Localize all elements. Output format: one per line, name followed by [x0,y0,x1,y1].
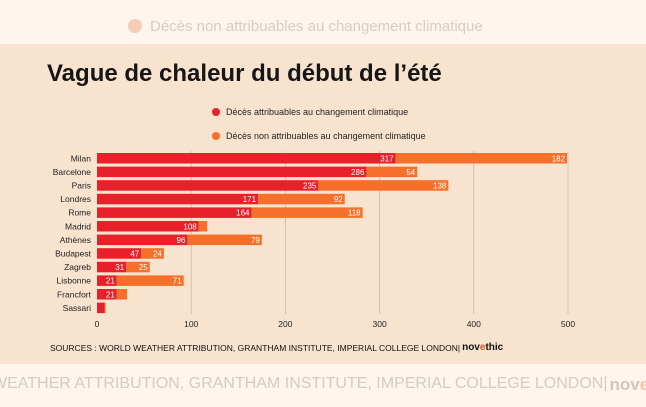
chart-title: Vague de chaleur du début de l’été [47,60,442,87]
category-label-1: Barcelone [53,167,92,177]
tick-label-0: 0 [95,319,100,329]
data-label-attributable-10: 21 [106,290,115,299]
data-label-non-attributable-0: 182 [552,154,566,163]
background-legend-label: Décès non attribuables au changement cli… [150,17,483,35]
legend-label-non-attributable: Décès non attribuables au changement cli… [226,131,426,141]
background-logo: novethic [609,375,646,394]
category-label-2: Paris [72,180,91,190]
bar-non-attributable-9 [116,275,184,286]
bar-attributable-4 [97,207,252,218]
data-label-non-attributable-4: 118 [348,209,361,218]
data-label-attributable-0: 317 [380,154,394,163]
legend-label-attributable: Décès attribuables au changement climati… [226,107,409,117]
bar-attributable-6 [97,234,188,246]
category-label-6: Athènes [60,235,91,245]
chart-card: Vague de chaleur du début de l’été Décès… [0,44,646,364]
category-label-5: Madrid [65,221,91,231]
bar-attributable-9 [97,275,117,286]
bar-non-attributable-6 [187,234,262,246]
tick-label-200: 200 [278,319,292,329]
bar-non-attributable-10 [116,289,128,300]
category-label-11: Sassari [63,303,91,313]
data-label-non-attributable-8: 25 [139,263,148,272]
sources-line: SOURCES : WORLD WEATHER ATTRIBUTION, GRA… [50,342,503,353]
tick-label-300: 300 [373,319,387,329]
bar-non-attributable-4 [251,207,363,218]
legend-item-attributable: Décès attribuables au changement climati… [212,107,408,117]
background-footer-text: WEATHER ATTRIBUTION, GRANTHAM INSTITUTE,… [0,375,608,392]
category-label-10: Francfort [57,289,92,299]
data-label-attributable-5: 108 [183,222,197,231]
bar-attributable-10 [97,289,117,300]
bar-attributable-3 [97,193,259,205]
bar-attributable-11 [97,302,105,314]
category-label-0: Milan [71,153,92,163]
bar-attributable-8 [97,261,127,273]
data-label-non-attributable-2: 138 [433,181,447,190]
data-label-non-attributable-1: 54 [406,168,415,177]
sources-text: SOURCES : WORLD WEATHER ATTRIBUTION, GRA… [50,342,461,353]
bar-non-attributable-11 [104,302,106,314]
category-label-3: Londres [60,194,91,204]
data-label-attributable-3: 171 [243,195,257,204]
data-label-non-attributable-9: 71 [173,277,182,286]
tick-label-100: 100 [184,319,198,329]
bar-attributable-0 [97,153,396,164]
category-label-4: Rome [68,208,91,218]
category-label-7: Budapest [55,248,92,258]
data-label-attributable-2: 235 [303,181,317,190]
data-label-attributable-1: 286 [351,168,365,177]
bar-non-attributable-7 [141,248,164,259]
category-label-8: Zagreb [64,262,91,272]
bar-attributable-7 [97,248,142,259]
data-label-non-attributable-6: 79 [251,236,260,245]
background-legend-dot [128,19,142,33]
chart-plot: Milan 317 182 Barcelone 286 54 Paris 235 138 Lond… [53,151,575,329]
legend-dot-non-attributable [212,132,220,140]
background-legend: Décès non attribuables au changement cli… [0,0,646,44]
bar-non-attributable-3 [258,193,345,205]
data-label-attributable-4: 164 [236,209,250,218]
bar-non-attributable-5 [198,221,208,232]
bar-attributable-2 [97,180,319,191]
data-label-attributable-9: 21 [106,277,115,286]
bar-attributable-1 [97,166,367,178]
bar-non-attributable-8 [126,261,150,273]
tick-label-400: 400 [467,319,481,329]
data-label-non-attributable-7: 24 [153,249,162,258]
novethic-logo: novethic [462,342,504,353]
data-label-attributable-6: 96 [177,236,186,245]
bar-non-attributable-0 [395,153,568,164]
tick-label-500: 500 [561,319,575,329]
data-label-attributable-8: 31 [115,263,124,272]
legend-dot-attributable [212,108,220,116]
data-label-non-attributable-3: 92 [334,195,343,204]
data-label-attributable-7: 47 [130,249,139,258]
bar-attributable-5 [97,221,199,232]
bar-non-attributable-2 [318,180,449,191]
category-label-9: Lisbonne [56,276,91,286]
background-footer: WEATHER ATTRIBUTION, GRANTHAM INSTITUTE,… [0,364,646,407]
bar-non-attributable-1 [366,166,418,178]
legend-item-non-attributable: Décès non attribuables au changement cli… [212,131,426,141]
